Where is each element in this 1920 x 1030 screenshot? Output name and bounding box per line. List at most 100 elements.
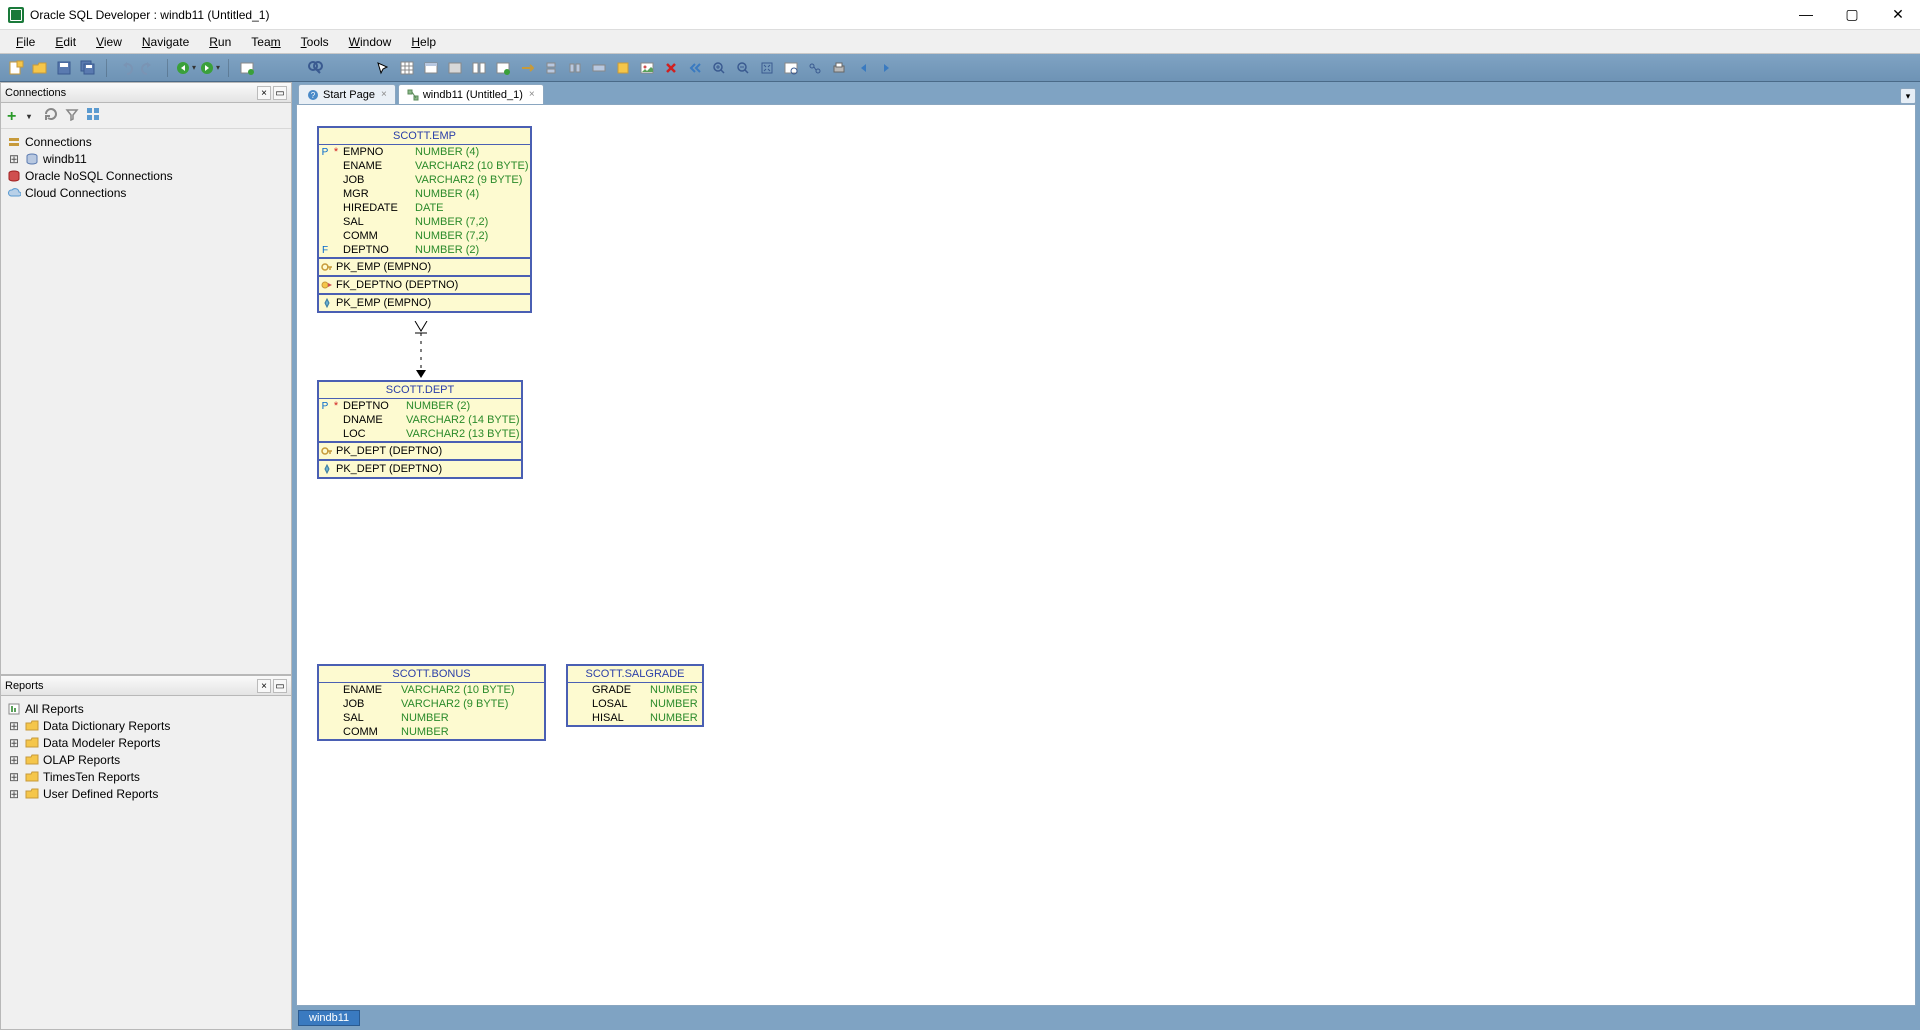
report-label: OLAP Reports — [43, 753, 120, 767]
connections-root[interactable]: Connections — [7, 133, 285, 150]
tb1-button[interactable] — [541, 58, 561, 78]
entity-salgrade[interactable]: SCOTT.SALGRADEGRADENUMBERLOSALNUMBERHISA… — [566, 664, 704, 727]
print-button[interactable] — [829, 58, 849, 78]
sql-worksheet-button[interactable] — [237, 58, 257, 78]
cloud-connections[interactable]: Cloud Connections — [7, 184, 285, 201]
expand-icon[interactable]: ⊞ — [7, 787, 21, 801]
menu-tools[interactable]: Tools — [291, 33, 339, 51]
entity-column: MGRNUMBER (4) — [319, 187, 530, 201]
tab-close-icon[interactable]: × — [529, 89, 535, 100]
tab-label: windb11 (Untitled_1) — [423, 89, 523, 101]
tab-start-page[interactable]: ? Start Page × — [298, 84, 396, 104]
menu-view[interactable]: View — [86, 33, 132, 51]
main-area: Connections × ▭ + Connections ⊞ — [0, 82, 1920, 1030]
minimize-button[interactable]: — — [1792, 6, 1820, 23]
save-button[interactable] — [54, 58, 74, 78]
entity-column: DNAMEVARCHAR2 (14 BYTE) — [319, 413, 521, 427]
tab-bar-controls: ▾ — [1900, 88, 1916, 105]
report-item[interactable]: ⊞ OLAP Reports — [7, 751, 285, 768]
undo-button[interactable] — [115, 58, 135, 78]
menu-run[interactable]: Run — [199, 33, 241, 51]
grid-button[interactable] — [397, 58, 417, 78]
rewind-button[interactable] — [685, 58, 705, 78]
tab-diagram[interactable]: windb11 (Untitled_1) × — [398, 84, 544, 104]
panel-restore-icon[interactable]: ▭ — [273, 679, 287, 693]
zoom-in-button[interactable] — [709, 58, 729, 78]
report-item[interactable]: ⊞User Defined Reports — [7, 785, 285, 802]
reports-panel-header: Reports × ▭ — [1, 676, 291, 696]
tb2-button[interactable] — [565, 58, 585, 78]
tab-menu-button[interactable]: ▾ — [1900, 88, 1916, 104]
reports-tree[interactable]: All Reports ⊞Data Dictionary Reports ⊞Da… — [1, 696, 291, 806]
entity-title: SCOTT.SALGRADE — [568, 666, 702, 683]
delete-button[interactable] — [661, 58, 681, 78]
expand-icon[interactable]: ⊞ — [7, 152, 21, 166]
view-button[interactable] — [445, 58, 465, 78]
menu-edit[interactable]: Edit — [45, 33, 86, 51]
connection-label: windb11 — [43, 152, 87, 166]
filter-button[interactable] — [65, 107, 79, 124]
open-button[interactable] — [30, 58, 50, 78]
connections-toolbar: + — [1, 103, 291, 129]
new-button[interactable] — [6, 58, 26, 78]
tb3-button[interactable] — [589, 58, 609, 78]
panel-restore-icon[interactable]: ▭ — [273, 86, 287, 100]
tab-close-icon[interactable]: × — [381, 89, 387, 100]
window-title: Oracle SQL Developer : windb11 (Untitled… — [30, 8, 269, 22]
status-connection[interactable]: windb11 — [298, 1010, 360, 1026]
connections-tree[interactable]: Connections ⊞ windb11 Oracle NoSQL Conne… — [1, 129, 291, 205]
expand-icon[interactable]: ⊞ — [7, 719, 21, 733]
expand-icon[interactable]: ⊞ — [7, 770, 21, 784]
diagram-canvas[interactable]: SCOTT.EMPP*EMPNONUMBER (4)ENAMEVARCHAR2 … — [296, 104, 1916, 1006]
menu-help[interactable]: Help — [401, 33, 446, 51]
back-button[interactable] — [176, 58, 196, 78]
next-button[interactable] — [877, 58, 897, 78]
image-button[interactable] — [637, 58, 657, 78]
grid-view-button[interactable] — [85, 106, 101, 125]
expand-icon[interactable]: ⊞ — [7, 753, 21, 767]
entity-column: P*EMPNONUMBER (4) — [319, 145, 530, 159]
menu-file[interactable]: File — [6, 33, 45, 51]
prev-button[interactable] — [853, 58, 873, 78]
fit-button[interactable] — [757, 58, 777, 78]
entity-column: HISALNUMBER — [568, 711, 702, 725]
svg-text:?: ? — [311, 91, 316, 100]
reports-panel: Reports × ▭ All Reports ⊞Data Dictionary… — [0, 675, 292, 1030]
zoom-out-button[interactable] — [733, 58, 753, 78]
forward-button[interactable] — [200, 58, 220, 78]
report-label: TimesTen Reports — [43, 770, 140, 784]
table-button[interactable] — [421, 58, 441, 78]
pointer-button[interactable] — [373, 58, 393, 78]
note-button[interactable] — [613, 58, 633, 78]
title-bar: Oracle SQL Developer : windb11 (Untitled… — [0, 0, 1920, 30]
menu-window[interactable]: Window — [339, 33, 402, 51]
maximize-button[interactable]: ▢ — [1838, 6, 1866, 23]
zoom-window-button[interactable] — [781, 58, 801, 78]
refresh-connections-button[interactable] — [43, 106, 59, 125]
new-connection-button[interactable]: + — [7, 108, 23, 124]
report-item[interactable]: ⊞ TimesTen Reports — [7, 768, 285, 785]
entity-emp[interactable]: SCOTT.EMPP*EMPNONUMBER (4)ENAMEVARCHAR2 … — [317, 126, 532, 313]
panel-minimize-icon[interactable]: × — [257, 86, 271, 100]
menu-navigate[interactable]: Navigate — [132, 33, 199, 51]
navigator-button[interactable] — [805, 58, 825, 78]
report-item[interactable]: ⊞Data Modeler Reports — [7, 734, 285, 751]
redo-button[interactable] — [139, 58, 159, 78]
tab-label: Start Page — [323, 89, 375, 101]
save-all-button[interactable] — [78, 58, 98, 78]
expand-icon[interactable]: ⊞ — [7, 736, 21, 750]
entity-bonus[interactable]: SCOTT.BONUSENAMEVARCHAR2 (10 BYTE)JOBVAR… — [317, 664, 546, 741]
split-button[interactable] — [469, 58, 489, 78]
nosql-connections[interactable]: Oracle NoSQL Connections — [7, 167, 285, 184]
merge-button[interactable] — [493, 58, 513, 78]
connection-item[interactable]: ⊞ windb11 — [7, 150, 285, 167]
close-button[interactable]: ✕ — [1884, 6, 1912, 23]
entity-dept[interactable]: SCOTT.DEPTP*DEPTNONUMBER (2)DNAMEVARCHAR… — [317, 380, 523, 479]
entity-title: SCOTT.BONUS — [319, 666, 544, 683]
link-button[interactable] — [517, 58, 537, 78]
reports-root[interactable]: All Reports — [7, 700, 285, 717]
find-button[interactable] — [305, 58, 325, 78]
menu-team[interactable]: Team — [241, 33, 290, 51]
panel-minimize-icon[interactable]: × — [257, 679, 271, 693]
report-item[interactable]: ⊞Data Dictionary Reports — [7, 717, 285, 734]
